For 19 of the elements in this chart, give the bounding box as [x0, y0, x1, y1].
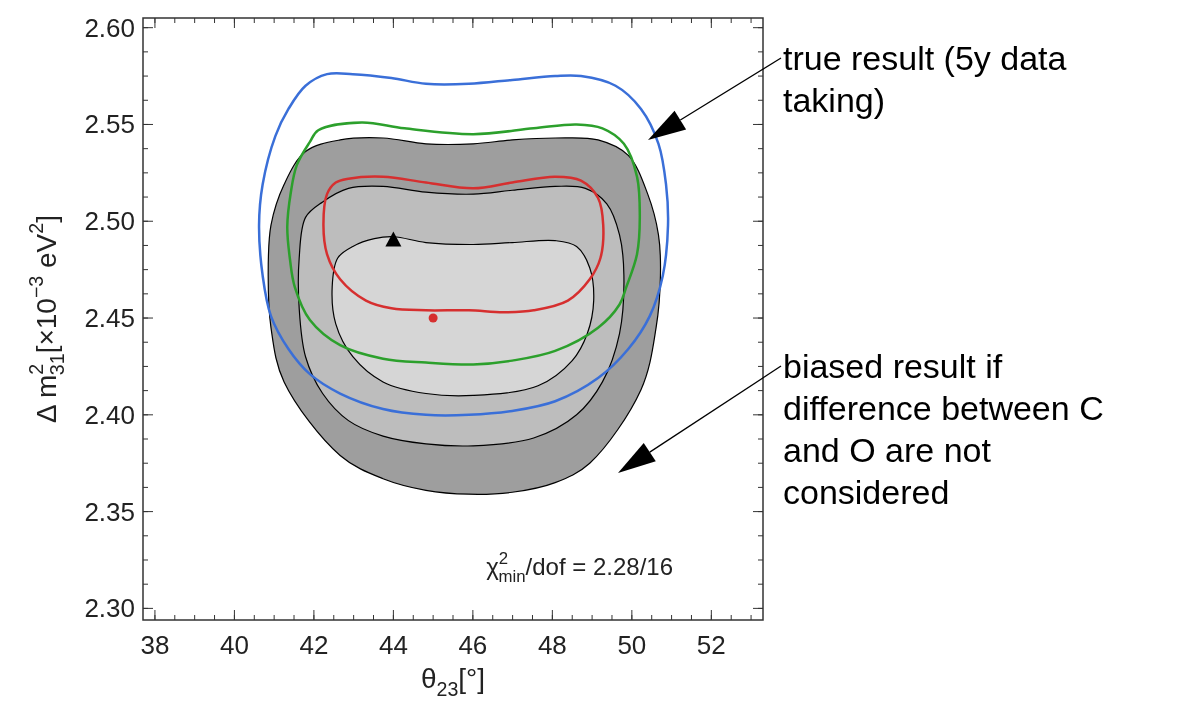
text: biased result if difference between C and O are not considered — [783, 347, 1104, 511]
x-tick-label: 38 — [140, 630, 170, 660]
y-tick-label: 2.45 — [84, 303, 135, 334]
y-tick-label: 2.55 — [84, 109, 135, 140]
x-tick-label: 40 — [219, 630, 249, 660]
y-tick-label: 2.35 — [84, 496, 135, 527]
x-tick-label: 42 — [299, 630, 329, 660]
y-tick-label: 2.60 — [84, 12, 135, 43]
x-tick-label: 52 — [696, 630, 726, 660]
x-tick-label: 46 — [458, 630, 488, 660]
annotation: χ$^{2}$$_{min}$/dof = 2.28/16 — [486, 549, 673, 587]
x-tick-label: 50 — [617, 630, 647, 660]
x-tick-label: 44 — [378, 630, 408, 660]
text: true result (5y data taking) — [783, 39, 1067, 119]
y-tick-label: 2.50 — [84, 206, 135, 237]
y-tick-label: 2.30 — [84, 593, 135, 624]
y-tick-label: 2.40 — [84, 399, 135, 430]
x-tick-label: 48 — [537, 630, 567, 660]
x-axis-title: θ$_{23}$[°] — [420, 663, 486, 701]
